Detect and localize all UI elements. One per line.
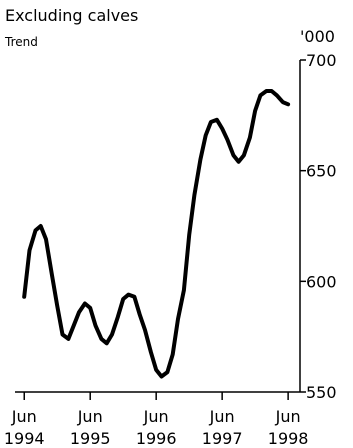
y-tick-label: 600 [306, 272, 337, 291]
y-tick-label: 700 [306, 51, 337, 70]
x-tick-label: Jun 1994 [4, 407, 45, 448]
x-tick-label: Jun 1998 [268, 407, 309, 448]
chart-note: Trend [4, 35, 38, 49]
y-tick-label: 550 [306, 383, 337, 402]
line-series [22, 89, 291, 379]
x-tick-label: Jun 1997 [202, 407, 243, 448]
y-unit: '000 [300, 27, 335, 46]
x-tick-label: Jun 1995 [70, 407, 111, 448]
chart-subtitle: Excluding calves [5, 6, 138, 25]
x-tick-label: Jun 1996 [136, 407, 177, 448]
y-tick-label: 650 [306, 162, 337, 181]
